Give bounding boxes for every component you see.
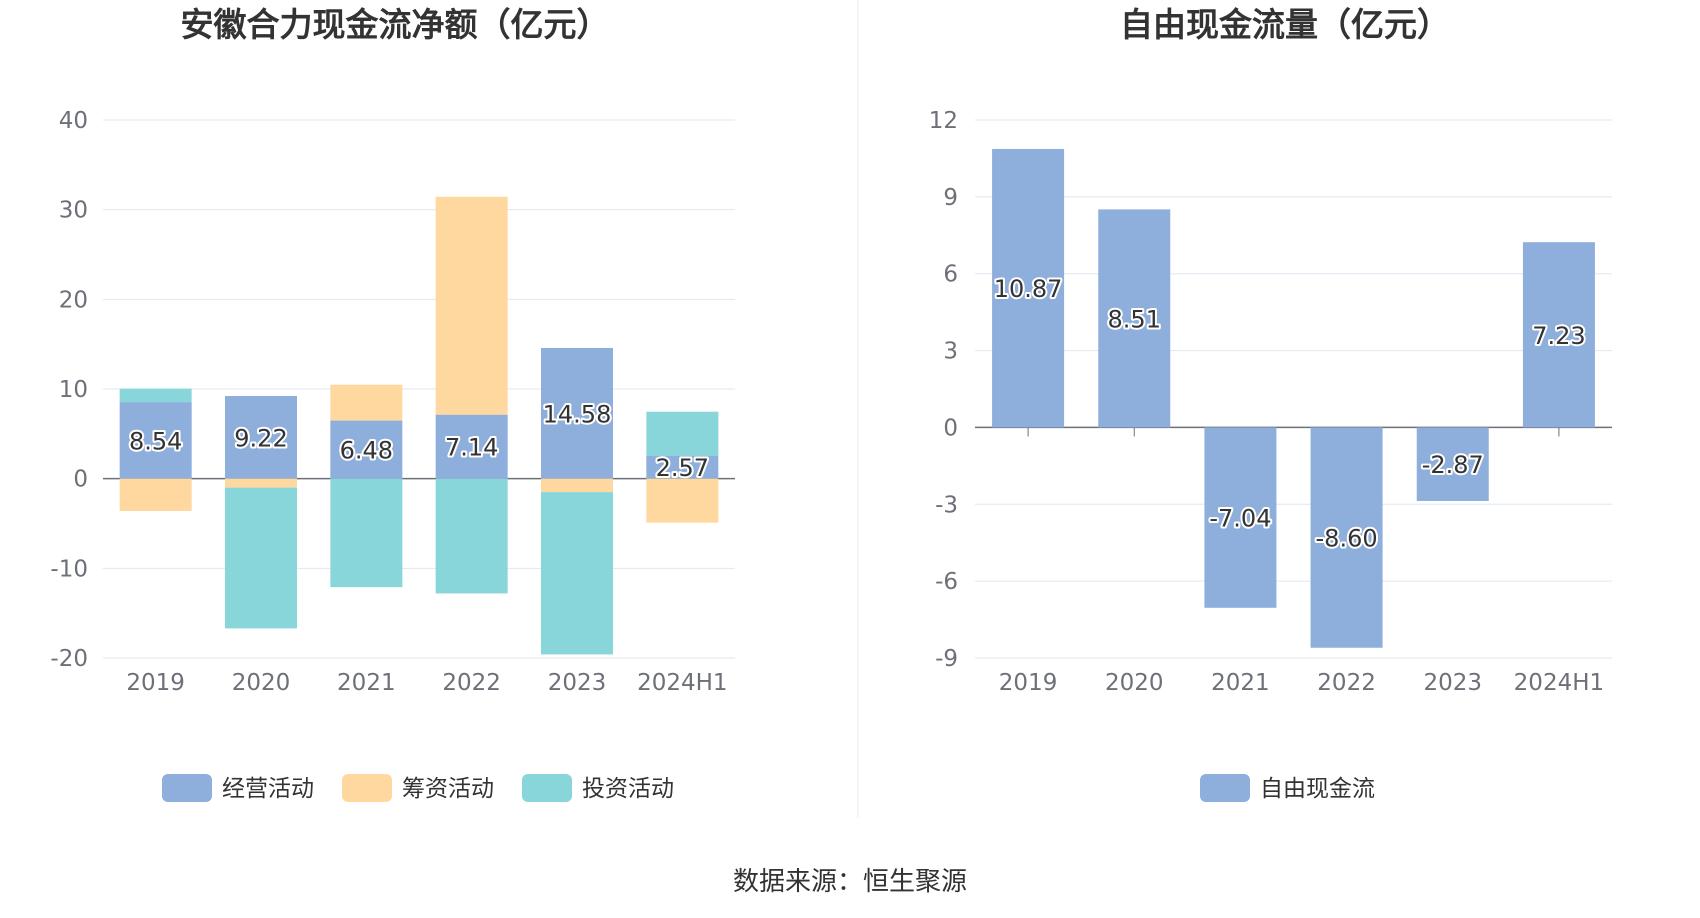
left-data-label: 2.57 (656, 454, 709, 482)
right-bar-0-0[interactable] (992, 148, 1065, 428)
left-bar-0-3[interactable] (435, 414, 508, 479)
left-x-tick-label: 2024H1 (637, 670, 727, 696)
right-bar-0-5[interactable] (1522, 242, 1595, 428)
left-data-label: 14.58 (543, 400, 612, 428)
left-legend-label[interactable]: 投资活动 (582, 776, 674, 802)
data-source-note: 数据来源：恒生聚源 (733, 867, 967, 897)
right-x-tick-label: 2019 (999, 670, 1058, 696)
left-x-tick-label: 2021 (337, 670, 396, 696)
chart-title-right: 自由现金流量（亿元） (1120, 5, 1450, 44)
right-data-label: -7.04 (1209, 505, 1271, 533)
left-x-tick-label: 2023 (548, 670, 607, 696)
left-y-tick-label: 0 (73, 467, 88, 493)
left-data-label: 8.54 (129, 427, 182, 455)
right-y-tick-label: 9 (943, 185, 958, 211)
right-data-label: -2.87 (1422, 451, 1484, 479)
right-x-tick-label: 2020 (1105, 670, 1164, 696)
left-bar-2-0[interactable] (119, 388, 192, 403)
right-y-tick-label: 12 (929, 108, 958, 134)
left-legend-label[interactable]: 筹资活动 (402, 776, 494, 802)
right-plot-area: -9 -6 -3 0 3 6 9 12 2019 2020 2021 2022 2023 2024H1 10… (929, 108, 1612, 696)
left-bar-2-2[interactable] (330, 478, 403, 588)
left-data-label: 6.48 (340, 437, 393, 465)
left-bar-0-2[interactable] (330, 420, 403, 479)
left-y-tick-label: 10 (59, 377, 88, 403)
right-y-tick-label: -3 (935, 492, 958, 518)
chart-title-left: 安徽合力现金流净额（亿元） (181, 5, 610, 44)
left-bar-2-4[interactable] (541, 492, 613, 655)
left-bar-1-5[interactable] (646, 478, 719, 523)
left-bar-2-1[interactable] (225, 487, 297, 629)
left-x-tick-label: 2022 (442, 670, 501, 696)
left-legend-swatch[interactable] (522, 774, 572, 802)
left-legend-swatch[interactable] (342, 774, 392, 802)
left-legend[interactable]: 经营活动 筹资活动 投资活动 (162, 774, 674, 802)
left-y-tick-label: -20 (50, 646, 88, 672)
left-y-tick-label: 30 (59, 198, 88, 224)
right-bar-0-3[interactable] (1310, 427, 1383, 648)
right-legend[interactable]: 自由现金流 (1200, 774, 1375, 802)
left-bar-1-2[interactable] (330, 384, 403, 421)
left-bar-0-4[interactable] (541, 347, 613, 479)
left-y-tick-label: 20 (59, 287, 88, 313)
left-data-label: 7.14 (445, 434, 498, 462)
right-legend-label[interactable]: 自由现金流 (1260, 776, 1375, 802)
left-bar-0-0[interactable] (119, 402, 192, 479)
right-data-label: -8.60 (1316, 525, 1378, 553)
right-y-tick-label: -6 (935, 569, 958, 595)
left-bar-1-0[interactable] (119, 478, 192, 511)
right-x-tick-label: 2023 (1423, 670, 1482, 696)
left-data-label: 9.22 (234, 424, 287, 452)
right-data-label: 8.51 (1108, 305, 1161, 333)
right-x-tick-label: 2022 (1317, 670, 1376, 696)
left-bar-1-4[interactable] (541, 478, 613, 493)
right-x-tick-label: 2021 (1211, 670, 1270, 696)
right-data-label: 10.87 (994, 275, 1063, 303)
right-legend-swatch[interactable] (1200, 774, 1250, 802)
left-bar-1-1[interactable] (225, 478, 297, 488)
right-bar-0-1[interactable] (1098, 209, 1171, 428)
left-legend-swatch[interactable] (162, 774, 212, 802)
right-y-tick-label: 3 (943, 339, 958, 365)
left-plot-area: -20 -10 0 10 20 30 40 2019 2020 2021 2022 2023 2024H… (50, 108, 735, 696)
right-y-tick-label: -9 (935, 646, 958, 672)
right-y-tick-label: 0 (943, 415, 958, 441)
left-bar-2-5[interactable] (646, 411, 719, 456)
left-bar-0-1[interactable] (225, 395, 297, 479)
left-x-tick-label: 2020 (232, 670, 291, 696)
left-y-tick-label: -10 (50, 556, 88, 582)
right-data-label: 7.23 (1532, 322, 1585, 350)
left-bar-0-5[interactable] (646, 455, 719, 479)
left-y-tick-label: 40 (59, 108, 88, 134)
left-bar-1-3[interactable] (435, 196, 508, 415)
left-x-tick-label: 2019 (126, 670, 185, 696)
left-legend-label[interactable]: 经营活动 (222, 776, 314, 802)
right-bar-0-4[interactable] (1416, 427, 1489, 501)
right-bar-0-2[interactable] (1204, 427, 1277, 608)
right-x-tick-label: 2024H1 (1514, 670, 1604, 696)
right-y-tick-label: 6 (943, 262, 958, 288)
left-bar-2-3[interactable] (435, 478, 508, 594)
